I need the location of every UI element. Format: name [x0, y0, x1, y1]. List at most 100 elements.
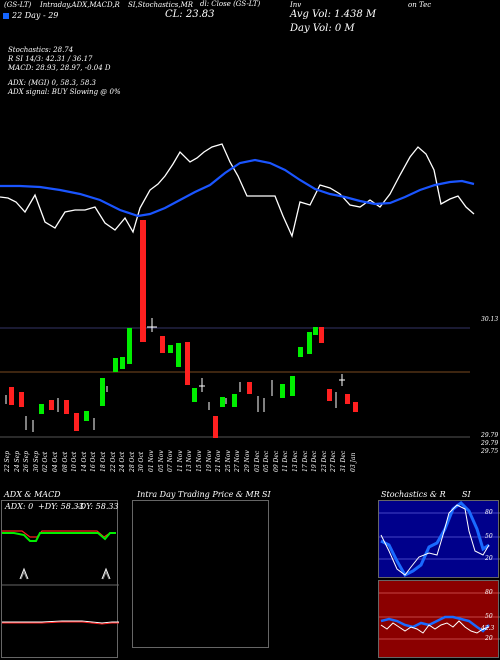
date-label: 14 Oct — [80, 451, 88, 472]
header-avg-vol: Avg Vol: 1.438 M — [290, 9, 377, 20]
candle — [220, 397, 225, 407]
header-close-value: CL: 23.83 — [165, 9, 215, 20]
candle — [9, 387, 14, 405]
candle — [49, 400, 54, 410]
header-company-suffix: on Tec — [408, 1, 432, 9]
candle — [290, 376, 295, 396]
date-label: 23 Dec — [320, 450, 328, 472]
candle — [39, 404, 44, 414]
candle — [313, 327, 318, 335]
legend-color-swatch — [3, 13, 9, 19]
candle — [120, 357, 125, 369]
candle — [327, 389, 332, 401]
stoch-rsi-title-suffix: SI — [462, 490, 471, 499]
date-label: 10 Oct — [71, 451, 79, 472]
price-level-label: 30.13 — [481, 316, 499, 323]
header-symbol: (GS-LT) — [4, 1, 32, 9]
rsi-tick: 80 — [485, 589, 493, 596]
date-label: 25 Nov — [224, 450, 232, 472]
date-label: 07 Nov — [167, 450, 175, 472]
date-label: 30 Sep — [32, 450, 40, 472]
intraday-panel — [132, 500, 269, 648]
rsi-tick: 50 — [485, 613, 493, 620]
date-label: 27 Dec — [330, 450, 338, 472]
date-label: 22 Oct — [109, 451, 117, 472]
candle — [160, 336, 165, 353]
macd-line — [2, 620, 119, 624]
candle — [307, 332, 312, 354]
rsi-svg — [379, 592, 500, 640]
date-label: 16 Oct — [90, 451, 98, 472]
price-line — [0, 143, 475, 239]
date-label: 19 Dec — [311, 450, 319, 472]
date-label: 19 Nov — [205, 450, 213, 472]
macd-readout: MACD: 28.93, 28.97, -0.04 D — [8, 64, 111, 72]
rsi-value-label: 42.3 — [481, 625, 495, 632]
candle — [247, 382, 252, 394]
candle — [64, 400, 69, 414]
date-label: 24 Sep — [13, 450, 21, 472]
date-label: 08 Oct — [61, 451, 69, 472]
stoch-rsi-title: Stochastics & R — [381, 490, 446, 499]
stoch-k-line — [380, 501, 490, 577]
date-label: 01 Nov — [148, 450, 155, 472]
header-stoch-label: SI,Stochastics,MR — [128, 1, 194, 9]
adx-macd-svg — [2, 530, 119, 625]
date-label: 11 Dec — [282, 450, 290, 472]
price-level-label: 29.79 — [481, 432, 499, 439]
date-label: 18 Oct — [100, 451, 107, 472]
header-days-label: 22 Day - 29 — [12, 11, 59, 20]
date-label: 15 Nov — [196, 450, 203, 472]
adx-macd-panel: ADX: 0 +DY: 58.33 -DY: 58.33 — [1, 500, 119, 658]
rsi-readout: R SI 14/3: 42.31 / 36.17 — [8, 55, 93, 63]
date-label: 09 Dec — [272, 450, 280, 472]
candle — [127, 328, 132, 364]
date-label: 11 Nov — [176, 450, 184, 472]
candle — [176, 343, 181, 367]
main-price-chart — [0, 143, 475, 438]
candle — [140, 220, 146, 342]
candle — [185, 342, 190, 385]
adx-plus-line — [2, 532, 116, 542]
date-label: 28 Oct — [128, 451, 136, 472]
date-label: 03 Dec — [253, 450, 261, 472]
stoch-tick: 50 — [485, 533, 493, 540]
date-label: 05 Nov — [157, 450, 165, 472]
date-label: 03 Jan — [349, 452, 357, 472]
header-day-vol: Day Vol: 0 M — [290, 23, 355, 34]
header-indicators: Intraday,ADX,MACD,R — [40, 1, 120, 9]
candle — [298, 347, 303, 357]
date-label: 13 Nov — [186, 450, 194, 472]
candle — [19, 392, 24, 407]
stochastics-panel: 80 50 20 — [378, 500, 500, 578]
candle — [84, 411, 89, 421]
date-label: 30 Oct — [138, 451, 146, 472]
candle — [280, 384, 285, 398]
stochastics-svg — [379, 501, 500, 577]
date-label: 26 Sep — [23, 450, 31, 472]
date-label: 22 Sep — [4, 450, 11, 472]
adx-readout: ADX: (MGI) 0, 58.3, 58.3 — [8, 79, 96, 87]
dy-plus-value: +DY: 58.33 — [38, 502, 84, 511]
adx-signal-readout: ADX signal: BUY Slowing @ 0% — [8, 88, 121, 96]
date-label: 13 Dec — [292, 450, 299, 472]
candle — [319, 327, 324, 343]
moving-average-line — [0, 158, 475, 218]
header-close-prefix: dl: Close (GS-LT) — [200, 0, 261, 8]
adx-marker — [19, 567, 29, 580]
candle — [345, 394, 350, 404]
rsi-signal-line — [380, 620, 490, 634]
rsi-tick: 20 — [485, 635, 493, 642]
macd-signal-line — [2, 621, 119, 625]
rsi-line — [380, 615, 490, 633]
date-label: 27 Nov — [234, 450, 242, 472]
intraday-title: Intra Day Trading Price & MR — [137, 490, 260, 499]
adx-marker — [101, 567, 111, 580]
date-label: 24 Oct — [119, 451, 127, 472]
candle — [213, 416, 218, 438]
candle — [353, 402, 358, 412]
candle — [168, 345, 173, 353]
date-label: 31 Dec — [340, 450, 347, 472]
candle — [192, 388, 197, 402]
candle — [113, 358, 118, 372]
